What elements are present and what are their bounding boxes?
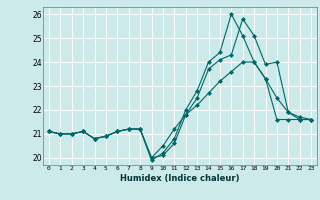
- X-axis label: Humidex (Indice chaleur): Humidex (Indice chaleur): [120, 174, 240, 183]
